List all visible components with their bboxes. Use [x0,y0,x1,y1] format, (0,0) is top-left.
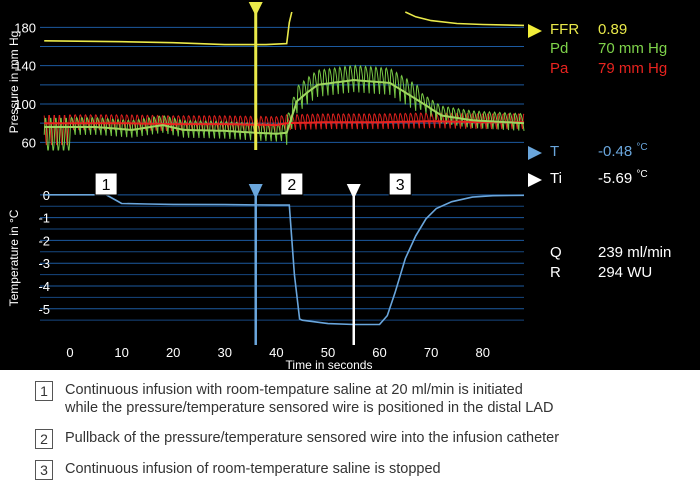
pd-value: 70 mm Hg [598,40,668,57]
legend-number-1: 1 [35,381,53,401]
pressure-axis-label: Pressure in mm Hg [7,31,21,134]
ti-cursor-marker-icon [346,184,361,199]
ffr-line [44,11,293,46]
temp-tick-label-4: -4 [38,279,50,294]
x-axis-label: Time in seconds [286,358,373,370]
pd-pulsatile-line [43,64,525,151]
ffr-triangle-icon [528,24,542,38]
temp-tick-label-5: -5 [38,302,50,317]
ti-triangle-icon [528,173,542,187]
t-cursor-marker-icon [248,184,263,199]
x-tick-label-3: 30 [218,345,232,360]
temp-tick-label-3: -3 [38,256,50,271]
ti-label: Ti [550,170,562,187]
legend-text-2: Pullback of the pressure/temperature sen… [65,430,560,446]
pressure-tick-label-1: 100 [14,97,36,112]
annotation-label-3: 3 [396,177,405,194]
legend-number-3: 3 [35,460,53,480]
legend-text-3: Continuous infusion of room-temperature … [65,461,441,477]
temp-axis-label: Temperature in °C [7,209,21,306]
annotation-box-2 [280,172,304,196]
pa-label: Pa [550,60,569,77]
x-tick-label-4: 40 [269,345,283,360]
pd-label: Pd [550,40,569,57]
r-label: R [550,264,561,281]
pd-mean-line [44,78,525,135]
pressure-tick-label-0: 60 [22,135,36,150]
ffr-line-segment-2 [404,11,525,27]
t-label: T [550,143,560,160]
x-tick-label-7: 70 [424,345,438,360]
pressure-tick-label-2: 140 [14,59,36,74]
pa-value: 79 mm Hg [598,60,668,77]
x-tick-label-2: 20 [166,345,180,360]
q-value: 239 ml/min [598,244,672,261]
x-tick-label-0: 0 [66,345,73,360]
x-tick-label-1: 10 [114,345,128,360]
q-label: Q [550,244,562,261]
temperature-line [44,194,525,326]
t-triangle-icon [528,146,542,160]
annotation-box-1 [94,172,118,196]
temp-tick-label-2: -2 [38,233,50,248]
ffr-label: FFR [550,21,580,38]
x-tick-label-5: 50 [321,345,335,360]
annotation-label-1: 1 [102,177,111,194]
ffr-cursor-marker-icon [248,2,263,16]
temp-tick-label-1: -1 [38,211,50,226]
t-value: -0.48 °C [598,142,648,160]
t-unit: °C [636,142,648,153]
x-tick-label-6: 60 [372,345,386,360]
ffr-value: 0.89 [598,21,628,38]
legend-number-2: 2 [35,429,53,449]
r-value: 294 WU [598,264,653,281]
pressure-tick-label-3: 180 [14,20,36,35]
annotation-label-2: 2 [287,177,296,194]
legend-text-1: Continuous infusion with room-tempature … [65,382,554,416]
monitor-screen: 60 100 140 180 Pressure in mm Hg 0 -1 -2 -3 -4 -5 T… [0,0,700,370]
legend-panel: 1 Continuous infusion with room-tempatur… [0,370,700,489]
ti-unit: °C [636,169,648,180]
annotation-box-3 [388,172,412,196]
x-tick-label-8: 80 [475,345,489,360]
ti-value: -5.69 °C [598,169,648,187]
pa-mean-line [44,120,524,127]
